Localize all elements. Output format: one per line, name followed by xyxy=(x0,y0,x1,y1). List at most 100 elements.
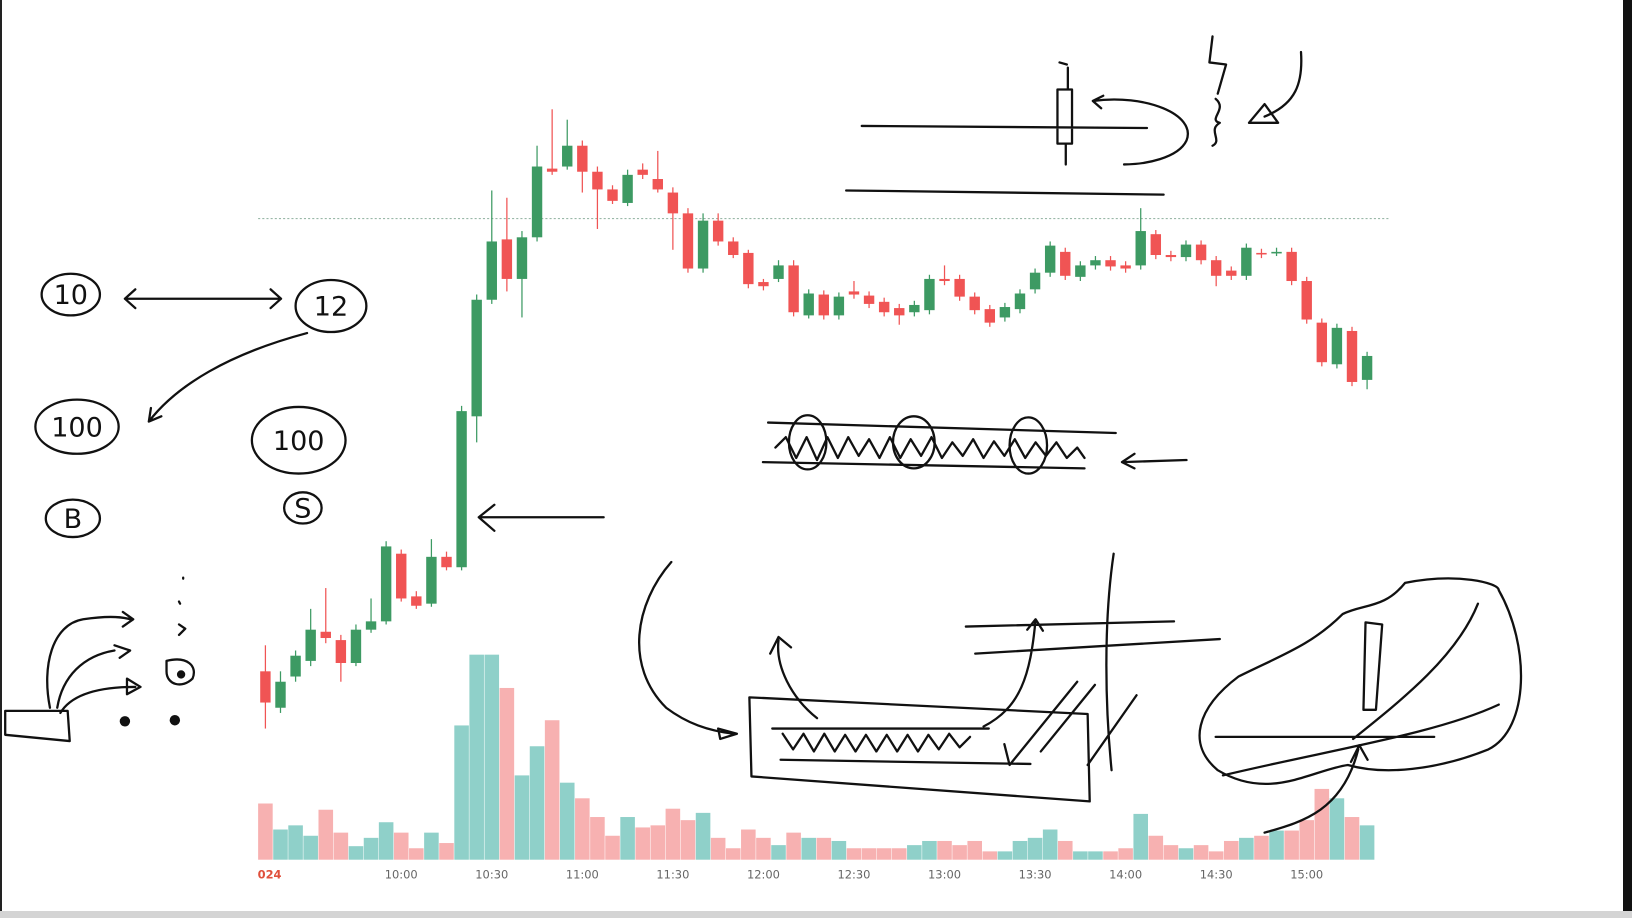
volume-bar xyxy=(650,825,666,860)
candle-body xyxy=(999,307,1011,318)
candle-body xyxy=(1075,265,1086,277)
annotation-circle xyxy=(282,491,323,525)
candle-body xyxy=(335,640,347,663)
volume-bar xyxy=(1057,840,1073,860)
candle-body xyxy=(320,631,331,639)
volume-bar xyxy=(363,837,379,860)
candle-body xyxy=(1105,260,1116,267)
bottom-bar xyxy=(0,911,1632,918)
candle-body xyxy=(260,671,271,703)
candle-body xyxy=(622,174,633,203)
volume-bar xyxy=(695,812,711,860)
volume-bar xyxy=(1163,845,1179,860)
candle-body xyxy=(1271,251,1282,254)
volume-bar xyxy=(484,654,500,860)
volume-bar xyxy=(1073,851,1088,860)
candle-body xyxy=(1195,244,1207,261)
candle-body xyxy=(486,241,497,300)
candle-body xyxy=(305,629,316,661)
candle-body xyxy=(1286,251,1297,282)
volume-bar xyxy=(469,654,484,860)
candle-body xyxy=(290,655,301,677)
x-tick-label: 10:30 xyxy=(475,867,508,881)
volume-bar xyxy=(680,820,696,860)
volume-bar xyxy=(1208,851,1224,860)
candle-body xyxy=(682,213,694,269)
annotation-text: 100 xyxy=(51,412,103,443)
volume-bar xyxy=(439,843,454,860)
candle-body xyxy=(1044,245,1056,273)
x-tick-label: 15:00 xyxy=(1290,867,1323,881)
volume-bar xyxy=(922,840,937,860)
x-tick-label: 024 xyxy=(258,867,282,881)
candle-body xyxy=(365,621,377,630)
volume-bar xyxy=(378,822,394,860)
x-tick-label: 11:00 xyxy=(566,867,599,881)
volume-bar xyxy=(756,837,771,860)
candle-body xyxy=(728,241,739,255)
candle-body xyxy=(396,553,407,599)
x-tick-label: 13:00 xyxy=(928,867,961,881)
candle-body xyxy=(1150,234,1162,255)
candle-body xyxy=(1014,293,1026,310)
volume-bar xyxy=(1042,829,1058,860)
volume-bar xyxy=(635,827,650,860)
volume-bar xyxy=(1088,851,1103,860)
volume-bar xyxy=(318,809,334,860)
candle-body xyxy=(652,179,663,190)
volume-bar xyxy=(1344,817,1360,860)
candle-body xyxy=(1226,270,1237,276)
volume-bar xyxy=(348,846,364,860)
candle-body xyxy=(1165,254,1177,258)
volume-bar xyxy=(1284,830,1299,860)
candle-body xyxy=(1316,322,1328,363)
candle-body xyxy=(592,171,603,190)
candle-body xyxy=(501,239,513,279)
candle-body xyxy=(516,237,528,279)
volume-bar xyxy=(1314,788,1330,860)
candle-body xyxy=(471,299,482,417)
candle-body xyxy=(878,301,890,313)
candle-body xyxy=(350,629,362,663)
candle-body xyxy=(1135,231,1146,266)
volume-bar xyxy=(590,817,605,860)
volume-bar xyxy=(559,782,575,860)
volume-bar xyxy=(258,803,273,860)
volume-bar xyxy=(982,851,998,860)
volume-bar xyxy=(710,837,726,860)
left-edge xyxy=(0,0,2,918)
volume-bar xyxy=(967,840,982,860)
volume-bar xyxy=(288,825,303,860)
hand-drawing xyxy=(4,35,1523,834)
candle-body xyxy=(743,252,754,285)
volume-bar xyxy=(333,832,349,860)
volume-bar xyxy=(665,808,681,860)
volume-bar xyxy=(1148,835,1164,860)
candle-body xyxy=(1256,252,1267,255)
volume-bar xyxy=(1269,830,1284,860)
volume-bar xyxy=(1299,820,1315,860)
volume-bar xyxy=(529,746,545,860)
volume-bar xyxy=(1178,848,1194,860)
candle-body xyxy=(380,546,392,622)
annotations: 10 12 100 100 B S xyxy=(34,272,368,539)
volume-bar xyxy=(801,837,816,860)
annotation-text: 12 xyxy=(314,292,348,323)
x-tick-label: 11:30 xyxy=(656,867,689,881)
candle-body xyxy=(1301,281,1312,320)
candle-body xyxy=(758,282,769,287)
x-tick-label: 12:30 xyxy=(837,867,870,881)
candle-body xyxy=(954,278,965,297)
volume-bar xyxy=(1118,848,1133,860)
volume-bar xyxy=(861,848,877,860)
annotation-text: S xyxy=(294,493,311,524)
candle-body xyxy=(818,294,829,316)
candle-body xyxy=(577,145,588,172)
volume-bar xyxy=(1012,840,1028,860)
volume-bar xyxy=(1027,837,1043,860)
volume-bar xyxy=(952,845,967,860)
x-tick-label: 10:00 xyxy=(385,867,418,881)
volume-bar xyxy=(891,848,907,860)
volume-bar xyxy=(544,720,560,860)
volume-bar xyxy=(1239,837,1254,860)
